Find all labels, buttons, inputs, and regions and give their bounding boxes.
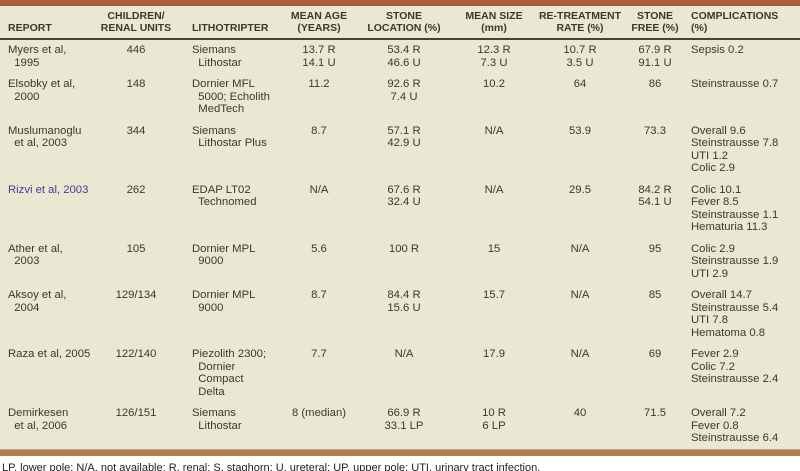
cell-retreatment: 53.9: [569, 124, 591, 137]
cell-stone_free: 67.9 R 91.1 U: [638, 44, 672, 69]
cell-mean_age: N/A: [309, 183, 329, 196]
column-header-stone_free: STONE FREE (%): [624, 6, 686, 40]
table-row-7: Raza et al, 2005 122/140 Piezolith 2300; D…: [0, 348, 800, 407]
table-row-4: Rizvi et al, 2003 262 EDAP LT02 Technomed N…: [0, 184, 800, 243]
cell-complications: Steinstrausse 0.7: [691, 78, 779, 90]
cell-stone_location: 67.6 R 32.4 U: [387, 183, 421, 209]
cell-mean_size: 17.9: [483, 348, 505, 360]
cell-mean_age: 5.6: [311, 242, 327, 255]
column-header-lithotripter: LITHOTRIPTER: [180, 6, 282, 40]
column-header-retreatment: RE-TREATMENT RATE (%): [536, 6, 624, 40]
column-header-mean_age: MEAN AGE (YEARS): [282, 6, 356, 40]
cell-lithotripter: Siemans Lithostar: [192, 44, 242, 69]
column-header-report: REPORT: [0, 6, 92, 40]
cell-mean_age: 8.7: [311, 124, 327, 137]
cell-retreatment: 29.5: [569, 183, 591, 196]
cell-report: Aksoy et al, 2004: [8, 289, 67, 314]
table-footnote: LP, lower pole; N/A, not available; R, r…: [2, 461, 541, 471]
study-comparison-table: REPORT CHILDREN/ RENAL UNITS LITHOTRIPTER M…: [0, 0, 800, 456]
table-row-6: Aksoy et al, 2004 129/134 Dornier MPL 9000…: [0, 289, 800, 348]
cell-complications: Overall 14.7 Steinstrausse 5.4 UTI 7.8 H…: [691, 289, 779, 339]
cell-mean_size: 12.3 R 7.3 U: [477, 44, 511, 69]
cell-stone_free: 85: [648, 289, 662, 301]
cell-mean_size: 10.2: [483, 78, 505, 90]
cell-stone_free: 84.2 R 54.1 U: [638, 183, 672, 209]
cell-retreatment: 64: [573, 78, 587, 90]
table-row-2: Elsobky et al, 2000 148 Dornier MFL 5000; …: [0, 78, 800, 125]
table-row-5: Ather et al, 2003 105 Dornier MPL 9000 5.6 1…: [0, 243, 800, 290]
cell-retreatment: 40: [573, 407, 587, 419]
cell-mean_age: 11.2: [308, 78, 330, 90]
data-table: REPORT CHILDREN/ RENAL UNITS LITHOTRIPTER M…: [0, 6, 800, 449]
cell-mean_size: N/A: [484, 183, 504, 196]
cell-lithotripter: Dornier MPL 9000: [192, 242, 256, 268]
cell-complications: Colic 10.1 Fever 8.5 Steinstrausse 1.1 H…: [691, 183, 779, 234]
table-row-8: Demirkesen et al, 2006 126/151 Siemans Lit…: [0, 407, 800, 449]
cell-stone_location: 100 R: [388, 242, 420, 255]
cell-children: 105: [126, 242, 146, 255]
cell-children: 129/134: [115, 289, 157, 301]
cell-mean_age: 8.7: [311, 289, 327, 301]
cell-mean_size: N/A: [484, 124, 504, 137]
cell-lithotripter: Siemans Lithostar: [192, 407, 242, 432]
cell-children: 122/140: [115, 348, 157, 360]
cell-stone_free: 86: [648, 78, 662, 90]
header-row: REPORT CHILDREN/ RENAL UNITS LITHOTRIPTER M…: [0, 6, 800, 40]
cell-children: 148: [126, 78, 146, 90]
cell-stone_location: 66.9 R 33.1 LP: [384, 407, 424, 432]
cell-mean_age: 7.7: [311, 348, 327, 360]
cell-children: 262: [126, 183, 146, 196]
cell-complications: Overall 7.2 Fever 0.8 Steinstrausse 6.4: [691, 407, 779, 444]
column-header-mean_size: MEAN SIZE (mm): [452, 6, 536, 40]
cell-report: Muslumanoglu et al, 2003: [8, 124, 82, 150]
table-bottom-thin-rule: [0, 448, 800, 450]
cell-report-citation-link[interactable]: Rizvi et al, 2003: [8, 183, 89, 196]
table-top-rule: [0, 0, 800, 6]
cell-mean_age: 13.7 R 14.1 U: [302, 44, 336, 69]
table-bottom-rule: [0, 449, 800, 456]
cell-retreatment: N/A: [570, 289, 590, 301]
cell-mean_size: 15.7: [483, 289, 505, 301]
cell-mean_size: 15: [487, 242, 501, 255]
cell-report: Raza et al, 2005: [8, 348, 91, 360]
cell-stone_location: 84.4 R 15.6 U: [387, 289, 421, 314]
cell-complications: Sepsis 0.2: [691, 44, 744, 56]
cell-stone_free: 69: [648, 348, 662, 360]
cell-stone_location: 53.4 R 46.6 U: [387, 44, 421, 69]
cell-report: Elsobky et al, 2000: [8, 78, 76, 103]
cell-retreatment: N/A: [570, 242, 590, 255]
cell-mean_age: 8 (median): [292, 407, 346, 419]
cell-lithotripter: EDAP LT02 Technomed: [192, 183, 257, 209]
table-row-1: Myers et al, 1995 446 Siemans Lithostar 13.…: [0, 39, 800, 78]
cell-report: Ather et al, 2003: [8, 242, 63, 268]
cell-stone_free: 95: [648, 242, 662, 255]
cell-lithotripter: Piezolith 2300; Dornier Compact Delta: [192, 348, 267, 398]
cell-report: Myers et al, 1995: [8, 44, 67, 69]
column-header-stone_location: STONE LOCATION (%): [356, 6, 452, 40]
cell-complications: Fever 2.9 Colic 7.2 Steinstrausse 2.4: [691, 348, 779, 385]
cell-children: 126/151: [115, 407, 157, 419]
cell-lithotripter: Dornier MFL 5000; Echolith MedTech: [192, 78, 270, 115]
table-row-3: Muslumanoglu et al, 2003 344 Siemans Litho…: [0, 125, 800, 184]
cell-mean_size: 10 R 6 LP: [482, 407, 506, 432]
column-header-complications: COMPLICATIONS (%): [686, 6, 800, 40]
cell-children: 446: [126, 44, 146, 56]
cell-stone_location: 57.1 R 42.9 U: [387, 124, 421, 150]
cell-stone_free: 71.5: [644, 407, 666, 419]
cell-children: 344: [126, 124, 146, 137]
cell-complications: Colic 2.9 Steinstrausse 1.9 UTI 2.9: [691, 242, 779, 280]
column-header-children: CHILDREN/ RENAL UNITS: [92, 6, 180, 40]
table-header: REPORT CHILDREN/ RENAL UNITS LITHOTRIPTER M…: [0, 6, 800, 40]
table-body: Myers et al, 1995 446 Siemans Lithostar 13.…: [0, 39, 800, 449]
cell-retreatment: 10.7 R 3.5 U: [563, 44, 597, 69]
cell-stone_location: 92.6 R 7.4 U: [387, 78, 421, 103]
cell-stone_location: N/A: [394, 348, 414, 360]
cell-report: Demirkesen et al, 2006: [8, 407, 69, 432]
cell-retreatment: N/A: [570, 348, 590, 360]
cell-lithotripter: Dornier MPL 9000: [192, 289, 256, 314]
cell-complications: Overall 9.6 Steinstrausse 7.8 UTI 1.2 Co…: [691, 124, 779, 175]
cell-stone_free: 73.3: [644, 124, 666, 137]
cell-lithotripter: Siemans Lithostar Plus: [192, 124, 267, 150]
